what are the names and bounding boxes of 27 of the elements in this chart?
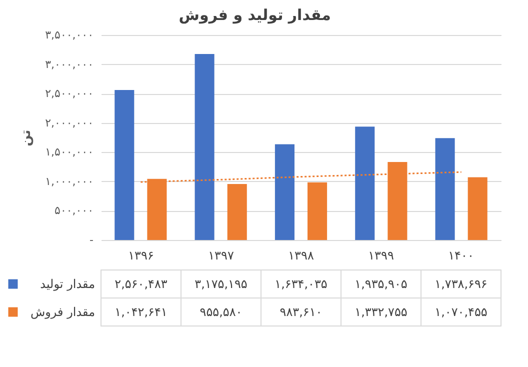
y-tick-label: ۱,۵۰۰,۰۰۰ [45,146,94,159]
data-label: ۹۵۵,۵۸۰ [200,305,242,319]
x-tick-label: ۱۳۹۹ [368,248,394,262]
data-label: ۱,۹۳۵,۹۰۵ [354,277,408,291]
data-label: ۲,۵۶۰,۴۸۳ [114,277,168,291]
data-label: ۱,۷۳۸,۶۹۶ [434,277,488,291]
legend-label: مقدار فروش [30,305,95,319]
legend-label: مقدار تولید [40,277,95,291]
x-tick-label: ۱۳۹۸ [288,248,314,262]
x-tick-label: ۱۳۹۶ [128,248,154,262]
y-tick-label: - [90,234,94,246]
data-label: ۱,۰۴۲,۶۴۱ [114,305,168,319]
data-label: ۳,۱۷۵,۱۹۵ [194,277,248,291]
y-tick-label: ۳,۵۰۰,۰۰۰ [45,28,94,42]
x-tick-label: ۱۳۹۷ [208,248,234,262]
y-tick-label: ۱,۰۰۰,۰۰۰ [45,174,94,188]
y-tick-label: ۲,۰۰۰,۰۰۰ [45,116,94,130]
y-tick-label: ۳,۰۰۰,۰۰۰ [45,58,94,71]
y-tick-label: ۵۰۰,۰۰۰ [54,204,94,218]
data-label: ۹۸۳,۶۱۰ [280,305,322,319]
data-label: ۱,۰۷۰,۴۵۵ [434,305,488,319]
chart-title: مقدار تولید و فروش [178,6,331,24]
y-axis-title: تن [19,130,34,146]
data-label: ۱,۳۳۲,۷۵۵ [354,305,408,319]
x-tick-label: ۱۴۰۰ [448,248,474,262]
data-label: ۱,۶۳۴,۰۳۵ [274,277,328,291]
y-tick-label: ۲,۵۰۰,۰۰۰ [45,87,94,100]
